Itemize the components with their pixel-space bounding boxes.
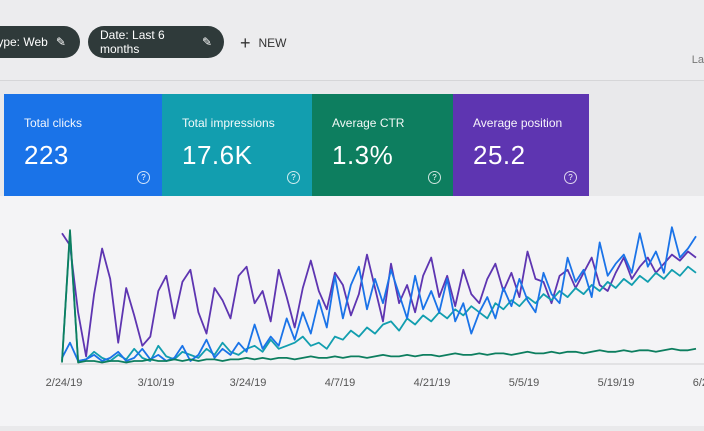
average-ctr-label: Average CTR: [332, 116, 405, 130]
average-position-value: 25.2: [473, 140, 526, 170]
x-tick-label: 4/21/19: [414, 377, 451, 389]
x-tick-label: 2/24/19: [46, 377, 83, 389]
total-clicks-label: Total clicks: [24, 116, 83, 130]
edit-pencil-icon[interactable]: ✎: [201, 35, 212, 49]
total-impressions-card[interactable]: Total impressions 17.6K ?: [162, 94, 312, 196]
series-layer: [61, 226, 697, 364]
help-icon[interactable]: ?: [428, 171, 441, 184]
search-type-filter-chip[interactable]: type: Web ✎: [0, 26, 80, 58]
position-series-line: [61, 232, 697, 358]
x-tick-label: 3/10/19: [138, 377, 175, 389]
total-impressions-label: Total impressions: [182, 116, 275, 130]
average-ctr-value: 1.3%: [332, 140, 394, 170]
x-tick-label: 5/19/19: [598, 377, 635, 389]
filter-toolbar: type: Web ✎ Date: Last 6 months ✎ + NEW …: [0, 0, 704, 81]
new-filter-label: NEW: [258, 36, 287, 50]
total-impressions-value: 17.6K: [182, 140, 253, 170]
help-icon[interactable]: ?: [137, 171, 150, 184]
x-tick-label: 4/7/19: [325, 377, 356, 389]
total-clicks-value: 223: [24, 140, 69, 170]
date-filter-label: Date: Last 6 months: [100, 28, 165, 56]
plus-icon: +: [240, 33, 251, 53]
ctr-series-line: [61, 229, 697, 364]
new-filter-button[interactable]: + NEW: [240, 33, 287, 53]
average-ctr-card[interactable]: Average CTR 1.3% ?: [312, 94, 453, 196]
average-position-card[interactable]: Average position 25.2 ?: [453, 94, 589, 196]
help-icon[interactable]: ?: [287, 171, 300, 184]
performance-line-chart[interactable]: 2/24/19 3/10/19 3/24/19 4/7/19 4/21/19 5/5/19…: [0, 196, 704, 426]
date-filter-chip[interactable]: Date: Last 6 months ✎: [88, 26, 224, 58]
x-tick-label: 3/24/19: [230, 377, 267, 389]
impressions-series-line: [61, 232, 697, 362]
search-type-filter-label: type: Web: [0, 35, 48, 49]
help-icon[interactable]: ?: [564, 171, 577, 184]
average-position-label: Average position: [473, 116, 563, 130]
x-tick-labels: 2/24/19 3/10/19 3/24/19 4/7/19 4/21/19 5/5/19…: [46, 377, 704, 389]
x-tick-label: 5/5/19: [509, 377, 540, 389]
edit-pencil-icon[interactable]: ✎: [55, 35, 66, 49]
total-clicks-card[interactable]: Total clicks 223 ?: [4, 94, 162, 196]
last-updated-text: La: [691, 54, 704, 66]
x-tick-label: 6/2/19: [693, 377, 704, 389]
performance-chart-panel: 2/24/19 3/10/19 3/24/19 4/7/19 4/21/19 5/5/19…: [0, 196, 704, 426]
